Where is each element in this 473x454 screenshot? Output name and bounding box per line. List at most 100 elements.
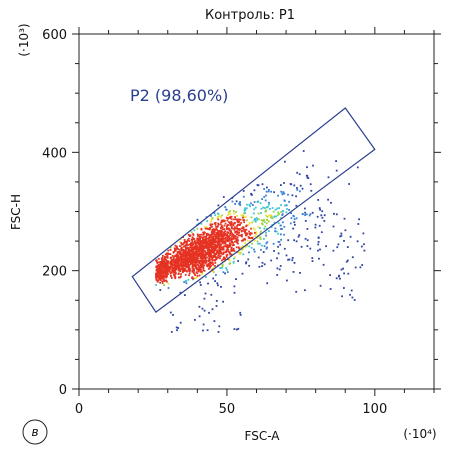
data-point — [203, 231, 206, 234]
data-point — [236, 225, 238, 227]
data-point — [285, 254, 288, 257]
data-point — [225, 256, 228, 258]
data-point — [178, 248, 181, 251]
data-point — [219, 255, 221, 258]
data-point — [243, 237, 246, 240]
data-point — [187, 249, 190, 252]
data-point — [165, 279, 167, 282]
data-point — [239, 314, 242, 316]
data-point — [210, 239, 212, 242]
data-point — [168, 266, 170, 268]
data-point — [357, 223, 360, 225]
axis-ticks: 0 50 100 0 200 400 600 — [42, 27, 441, 417]
data-point — [305, 213, 308, 216]
data-point — [229, 243, 232, 245]
data-point — [185, 258, 188, 261]
data-point — [348, 183, 350, 185]
data-point — [261, 223, 264, 226]
y-tick-label: 200 — [42, 265, 67, 280]
data-point — [187, 267, 190, 270]
data-point — [196, 272, 199, 275]
data-point — [173, 263, 176, 266]
data-point — [217, 239, 219, 241]
data-point — [280, 204, 282, 206]
data-point — [243, 209, 246, 211]
data-point — [182, 264, 184, 267]
data-point — [201, 256, 203, 259]
data-point — [182, 249, 185, 251]
data-point — [325, 245, 327, 248]
data-point — [191, 247, 193, 249]
data-point — [197, 257, 199, 260]
data-point — [263, 263, 266, 266]
data-point — [276, 214, 279, 217]
data-point — [284, 204, 286, 207]
data-point — [183, 257, 186, 260]
data-point — [197, 270, 200, 273]
data-point — [249, 205, 251, 208]
data-point — [159, 261, 162, 264]
data-point — [170, 331, 173, 333]
data-point — [215, 240, 217, 243]
data-point — [260, 219, 263, 222]
data-point — [250, 246, 253, 249]
data-point — [280, 184, 282, 186]
data-point — [223, 224, 226, 227]
data-point — [180, 243, 183, 246]
data-point — [190, 250, 193, 253]
data-point — [193, 254, 195, 257]
data-point — [246, 203, 248, 206]
data-point — [179, 276, 182, 279]
data-point — [202, 260, 205, 263]
data-point — [201, 246, 204, 249]
data-point — [177, 256, 180, 258]
data-point — [327, 176, 330, 179]
data-point — [265, 194, 267, 197]
data-point — [194, 277, 197, 280]
data-point — [184, 294, 186, 296]
data-point — [288, 200, 290, 203]
data-point — [196, 260, 199, 262]
data-point — [237, 246, 240, 249]
data-point — [218, 235, 221, 238]
data-point — [241, 235, 243, 238]
data-point — [229, 222, 231, 225]
data-point — [177, 269, 180, 272]
data-point — [217, 256, 220, 259]
data-point — [194, 240, 196, 242]
data-point — [221, 267, 223, 269]
data-point — [193, 268, 195, 270]
data-point — [155, 269, 158, 272]
data-point — [245, 261, 248, 264]
data-point — [165, 265, 168, 267]
data-point — [176, 329, 178, 332]
data-point — [180, 259, 183, 262]
data-point — [196, 241, 199, 243]
data-point — [244, 246, 247, 249]
data-point — [306, 228, 309, 230]
x-axis-label: FSC-A — [245, 429, 281, 443]
data-point — [213, 243, 216, 246]
data-point — [205, 238, 207, 241]
data-point — [230, 240, 233, 242]
data-point — [254, 231, 256, 234]
data-point — [297, 235, 300, 238]
data-point — [224, 251, 227, 253]
data-point — [224, 206, 227, 208]
data-point — [202, 263, 204, 266]
data-point — [200, 242, 203, 245]
data-point — [261, 244, 263, 247]
data-point — [235, 240, 238, 243]
data-point — [185, 254, 188, 257]
data-point — [280, 228, 282, 230]
data-point — [158, 278, 161, 280]
data-point — [185, 280, 188, 283]
data-point — [230, 223, 233, 226]
data-point — [173, 267, 176, 270]
data-point — [200, 245, 203, 248]
data-point — [202, 266, 204, 269]
data-point — [169, 246, 172, 249]
data-point — [199, 257, 202, 259]
data-point — [199, 242, 202, 245]
data-point — [204, 247, 207, 249]
